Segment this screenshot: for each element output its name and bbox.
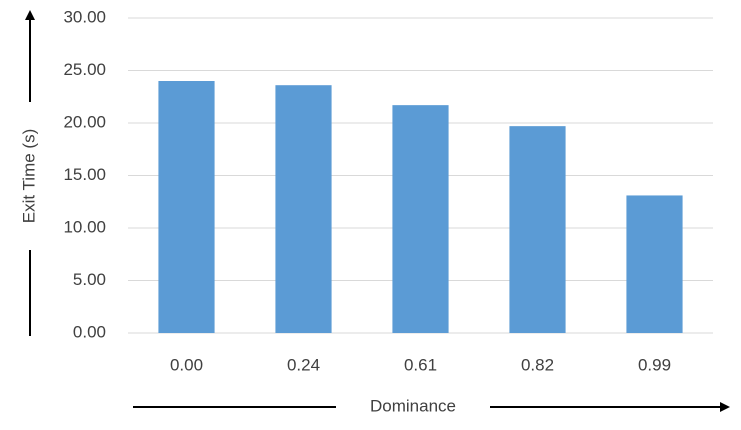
bar: [626, 195, 683, 333]
y-tick-label: 15.00: [63, 165, 106, 184]
bar: [509, 126, 566, 334]
bar: [275, 85, 332, 333]
y-axis-title: Exit Time (s): [19, 129, 38, 223]
bar: [158, 81, 215, 333]
bar: [392, 105, 449, 334]
y-tick-label: 5.00: [73, 270, 106, 289]
y-tick-label: 20.00: [63, 112, 106, 131]
x-tick-label: 0.99: [638, 355, 671, 374]
x-axis-title: Dominance: [370, 396, 456, 415]
y-tick-label: 0.00: [73, 322, 106, 341]
y-tick-label: 30.00: [63, 7, 106, 26]
x-tick-label: 0.82: [521, 355, 554, 374]
y-tick-label: 10.00: [63, 217, 106, 236]
x-tick-label: 0.00: [170, 355, 203, 374]
x-tick-label: 0.61: [404, 355, 437, 374]
x-tick-label: 0.24: [287, 355, 320, 374]
y-tick-label: 25.00: [63, 60, 106, 79]
